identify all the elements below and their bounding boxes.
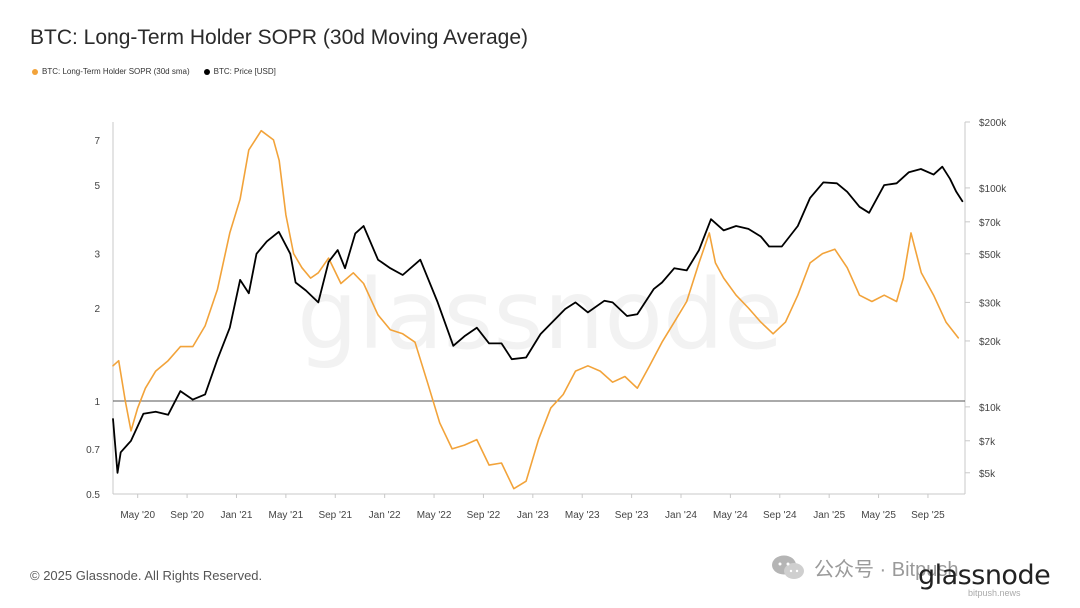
left-tick-label: 0.7 [86,445,100,456]
right-tick-label: $70k [979,218,1002,229]
x-tick-label: May '21 [269,510,304,521]
series-line-sopr [112,129,960,490]
x-tick-label: Jan '22 [369,510,401,521]
right-tick-label: $200k [979,118,1007,129]
legend-dot-price [203,68,210,75]
x-tick-label: May '22 [417,510,452,521]
wechat-icon [772,555,804,579]
x-tick-label: Sep '20 [170,510,204,521]
right-tick-label: $30k [979,298,1002,309]
right-tick-label: $50k [979,250,1002,261]
chart-title: BTC: Long-Term Holder SOPR (30d Moving A… [30,26,528,49]
legend-label-sopr: BTC: Long-Term Holder SOPR (30d sma) [42,67,190,76]
series-layer [112,129,964,490]
right-tick-label: $7k [979,437,996,448]
glassnode-logo: glassnode [918,560,1051,591]
left-tick-label: 0.5 [86,490,100,501]
x-tick-label: Sep '23 [615,510,649,521]
right-tick-label: $5k [979,469,996,480]
x-tick-label: Jan '25 [813,510,845,521]
x-tick-label: May '20 [120,510,155,521]
wechat-label: 公众号 · Bitpush [814,559,959,581]
right-tick-label: $10k [979,403,1002,414]
x-tick-label: Sep '21 [318,510,352,521]
x-tick-label: Jan '21 [221,510,253,521]
right-tick-label: $20k [979,337,1002,348]
left-tick-label: 3 [94,250,100,261]
left-tick-label: 5 [94,181,100,192]
x-tick-label: Jan '24 [665,510,697,521]
legend-item-sopr[interactable]: BTC: Long-Term Holder SOPR (30d sma) [32,67,190,76]
series-line-price [112,165,964,474]
x-tick-label: May '23 [565,510,600,521]
axes-layer: 0.5 0.7 1 2 3 5 7 $5k $7k $10k $20k $30k $50k $70k $10… [86,118,1007,521]
legend-item-price[interactable]: BTC: Price [USD] [203,67,276,76]
x-tick-label: Sep '22 [467,510,501,521]
x-tick-label: Jan '23 [517,510,549,521]
left-tick-label: 1 [94,397,100,408]
legend: BTC: Long-Term Holder SOPR (30d sma) BTC… [32,67,276,76]
left-tick-label: 2 [94,304,100,315]
x-tick-label: Sep '25 [911,510,945,521]
legend-dot-sopr [32,68,38,75]
x-tick-label: Sep '24 [763,510,797,521]
left-tick-label: 7 [94,136,100,147]
legend-label-price: BTC: Price [USD] [213,67,276,76]
bitpush-sub: bitpush.news [968,588,1021,598]
copyright-footer: © 2025 Glassnode. All Rights Reserved. [30,568,263,583]
x-tick-label: May '24 [713,510,748,521]
right-tick-label: $100k [979,184,1007,195]
watermark: glassnode [297,259,783,371]
x-tick-label: May '25 [861,510,896,521]
wechat-watermark: 公众号 · Bitpush [770,553,958,582]
